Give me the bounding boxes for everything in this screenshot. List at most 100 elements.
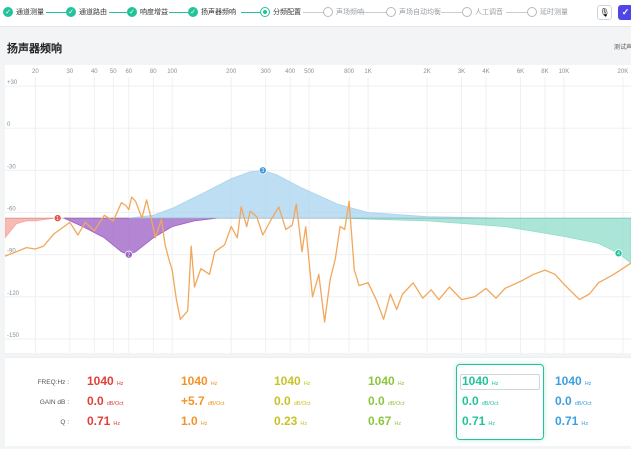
x-tick-label: 8K [541,69,548,75]
frequency-value[interactable]: 1040 Hz [274,374,310,388]
microphone-button[interactable]: 🎙 [597,5,612,20]
check-icon: ✓ [127,7,137,17]
x-tick-label: 300 [261,69,272,75]
x-tick-label: 1K [364,69,371,75]
y-tick-label: -30 [7,164,16,170]
x-tick-label: 60 [125,69,132,75]
gain-number: 0.0 [274,394,291,408]
gain-number: 0.0 [368,394,385,408]
gain-number: +5.7 [181,394,205,408]
gain-number: 0.0 [555,394,572,408]
filter-node-handle[interactable] [258,166,267,175]
checkbox-icon: ✓ [621,7,630,17]
q-value[interactable]: 0.71 Hz [462,414,495,428]
x-tick-label: 3K [458,69,465,75]
filter-band-area [128,169,506,219]
x-tick-label: 40 [91,69,98,75]
gain-value[interactable]: 0.0 dB/Oct [87,394,124,408]
gain-value[interactable]: 0.0 dB/Oct [274,394,311,408]
gain-value[interactable]: +5.7 dB/Oct [181,394,225,408]
frequency-number: 1040 [462,374,489,388]
x-tick-label: 10K [559,69,570,75]
frequency-unit: Hz [303,381,311,387]
x-tick-label: 500 [304,69,315,75]
pending-step-icon [462,7,472,17]
gain-unit: dB/Oct [387,401,405,407]
step-connector [109,11,127,13]
step-crossover-config[interactable]: 分频配置 [260,5,301,19]
confirm-checkbox[interactable]: ✓ [618,5,631,20]
q-value[interactable]: 0.67 Hz [368,414,401,428]
frequency-number: 1040 [87,374,114,388]
step-label: 扬声器频响 [201,9,236,16]
selected-filter-card[interactable] [456,364,544,440]
y-tick-label: +30 [7,80,18,86]
x-tick-label: 800 [344,69,355,75]
q-unit: Hz [200,421,208,427]
step-manual-tuning[interactable]: 人工调音 [462,5,503,19]
step-loudness-gain[interactable]: ✓ 响度增益 [127,5,168,19]
gain-unit: dB/Oct [481,401,499,407]
frequency-number: 1040 [555,374,582,388]
page-title: 扬声器频响 [7,43,62,55]
test-sound-link[interactable]: 测试声 [614,45,631,51]
x-tick-label: 400 [285,69,296,75]
frequency-response-plot: 20 30 40 50 60 80 100 200 300 400 500 800 1K 2K 3K 4K 6K… [5,69,631,353]
step-label: 声场自动均衡 [399,9,441,16]
frequency-value[interactable]: 1040 Hz [181,374,217,388]
check-icon: ✓ [3,7,13,17]
step-channel-routing[interactable]: ✓ 通道路由 [66,5,107,19]
step-connector [169,11,188,13]
gain-unit: dB/Oct [574,401,592,407]
q-value[interactable]: 1.0 Hz [181,414,207,428]
step-delay-measure[interactable]: 延时测量 [527,5,568,19]
frequency-unit: Hz [210,381,218,387]
frequency-unit: Hz [584,381,592,387]
filter-node-handle[interactable] [53,214,62,223]
step-label: 通道测量 [16,9,44,16]
freq-label: FREQ:Hz : [37,379,69,386]
filter-node-label: 3 [261,168,264,174]
filter-node-handle[interactable] [124,250,133,259]
x-tick-label: 50 [110,69,117,75]
frequency-value[interactable]: 1040 Hz [555,374,591,388]
filter-band-area [337,217,631,264]
q-unit: Hz [113,421,121,427]
gain-value[interactable]: 0.0 dB/Oct [462,394,499,408]
q-value[interactable]: 0.71 Hz [555,414,588,428]
q-value[interactable]: 0.23 Hz [274,414,307,428]
frequency-response-chart[interactable]: 20 30 40 50 60 80 100 200 300 400 500 800 1K 2K 3K 4K 6K… [5,65,631,353]
filter-band-area [63,217,218,256]
y-tick-label: 0 [7,122,11,128]
q-label: Q : [60,419,69,426]
x-tick-label: 2K [423,69,430,75]
y-tick-label: -90 [7,249,16,255]
step-auto-eq[interactable]: 声场自动均衡 [386,5,441,19]
q-number: 0.71 [87,414,111,428]
check-icon: ✓ [188,7,198,17]
frequency-unit: Hz [397,381,405,387]
step-label: 延时测量 [540,9,568,16]
frequency-value[interactable]: 1040 Hz [368,374,404,388]
current-step-icon [260,7,270,17]
step-soundfield-response[interactable]: 声场频响 [323,5,364,19]
filter-node-handle[interactable] [614,249,623,258]
frequency-value[interactable]: 1040 Hz [462,374,498,388]
filter-parameters-panel: FREQ:Hz : GAIN dB : Q : 1040 Hz 0.0 dB/Oct 0… [5,357,631,446]
step-label: 人工调音 [475,9,503,16]
frequency-input-field[interactable] [460,374,540,390]
step-channel-measure[interactable]: ✓ 通道测量 [3,5,44,19]
x-tick-label: 20 [32,69,39,75]
progress-stepper: ✓ 通道测量 ✓ 通道路由 ✓ 响度增益 ✓ 扬声器频响 分频配置 声场频响 声… [0,0,631,27]
x-tick-label: 4K [482,69,489,75]
gain-value[interactable]: 0.0 dB/Oct [368,394,405,408]
gain-unit: dB/Oct [293,401,311,407]
step-speaker-response[interactable]: ✓ 扬声器频响 [188,5,236,19]
q-number: 0.67 [368,414,392,428]
gain-value[interactable]: 0.0 dB/Oct [555,394,592,408]
filter-node-label: 2 [127,252,130,258]
microphone-icon: 🎙 [599,8,610,17]
q-value[interactable]: 0.71 Hz [87,414,120,428]
frequency-value[interactable]: 1040 Hz [87,374,123,388]
frequency-number: 1040 [274,374,301,388]
